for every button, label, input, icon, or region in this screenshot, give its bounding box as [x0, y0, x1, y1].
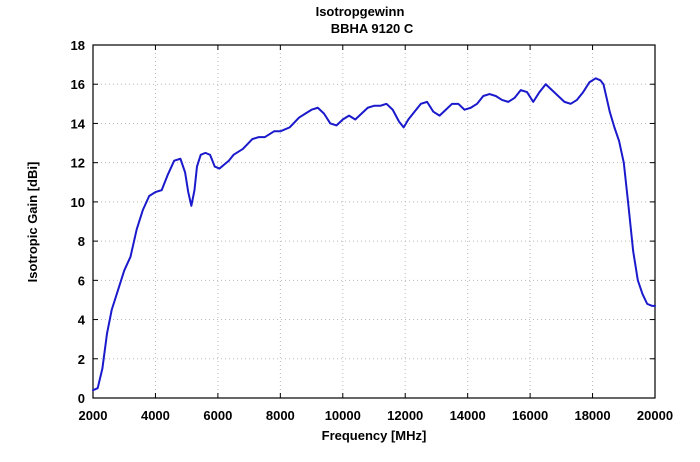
y-axis-label: Isotropic Gain [dBi]	[25, 162, 40, 283]
x-axis-label: Frequency [MHz]	[322, 428, 427, 443]
chart-title: Isotropgewinn	[316, 4, 405, 19]
gain-series-line	[92, 77, 656, 392]
x-tick-label: 14000	[450, 408, 486, 423]
x-tick-label: 12000	[387, 408, 423, 423]
y-tick-label: 14	[71, 116, 86, 131]
x-axis-tick-labels: 2000 4000 6000 8000 10000 12000 14000 16000 1800…	[79, 408, 674, 423]
y-axis-tick-labels: 0 2 4 6 8 10 12 14 16 18	[71, 38, 86, 406]
y-tick-label: 4	[78, 313, 86, 328]
y-tick-label: 10	[71, 195, 85, 210]
x-tick-label: 4000	[141, 408, 170, 423]
y-tick-label: 18	[71, 38, 85, 53]
plot-area-frame	[92, 44, 656, 399]
axis-ticks	[92, 44, 656, 399]
x-tick-label: 8000	[266, 408, 295, 423]
x-tick-label: 18000	[574, 408, 610, 423]
grid-lines	[93, 45, 655, 398]
x-tick-label: 10000	[325, 408, 361, 423]
chart-subtitle: BBHA 9120 C	[331, 21, 414, 36]
y-tick-label: 2	[78, 352, 85, 367]
x-tick-label: 2000	[79, 408, 108, 423]
y-tick-label: 8	[78, 234, 85, 249]
x-tick-label: 20000	[637, 408, 673, 423]
y-tick-label: 0	[78, 391, 85, 406]
x-tick-label: 6000	[203, 408, 232, 423]
x-tick-label: 16000	[512, 408, 548, 423]
y-tick-label: 6	[78, 273, 85, 288]
y-tick-label: 12	[71, 156, 85, 171]
y-tick-label: 16	[71, 77, 85, 92]
